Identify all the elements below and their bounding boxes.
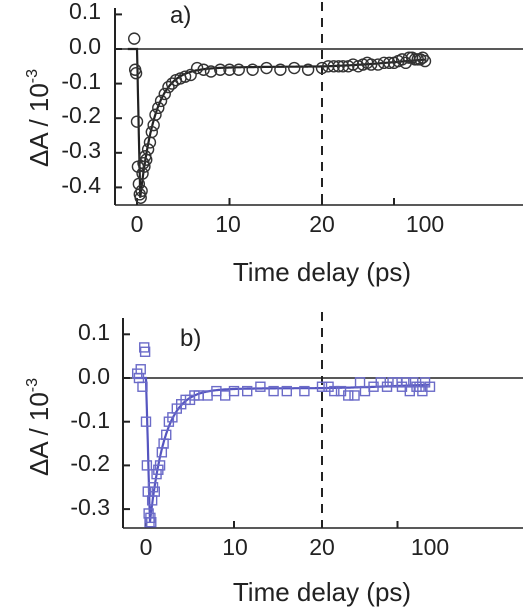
panel-b-y-tick-label: 0.0: [78, 363, 110, 389]
panel-a-data-point: [332, 60, 345, 73]
panel-a-y-axis-label: ΔA / 10-3: [24, 69, 54, 167]
panel-a-data-point: [364, 58, 378, 71]
panel-a-fit-line: [127, 47, 426, 198]
panel-b-data-point: [241, 385, 253, 397]
panel-a-data-point: [135, 184, 148, 198]
panel-b-data-point: [137, 381, 148, 392]
panel-b-data-point: [141, 460, 153, 471]
panel-b-y-tick-label: -0.3: [70, 494, 110, 520]
panel-b-plot-area: [122, 312, 523, 529]
panel-b-label: b): [180, 325, 201, 352]
panel-a-data-point: [204, 65, 218, 78]
panel-a-data-point: [301, 63, 315, 76]
panel-a-data-point: [232, 63, 245, 76]
panel-a-data-point: [346, 58, 360, 71]
panel-a-data-point: [129, 67, 143, 80]
panel-a-data-point: [130, 115, 144, 128]
panel-b-y-tick-label: -0.2: [70, 450, 110, 476]
panel-b-x-tick-label: 0: [140, 534, 153, 560]
panel-a-data-point: [288, 61, 301, 75]
panel-a-data-point: [327, 60, 340, 73]
panel-b-x-tick-label: 100: [411, 534, 449, 560]
panel-a-data-point: [128, 32, 141, 45]
panel-b-y-tick-label: -0.1: [70, 407, 110, 433]
panel-a-data-point: [214, 63, 227, 76]
panel-a-data-point: [395, 53, 409, 66]
panel-a-data-point: [377, 56, 391, 70]
panel-b-data-point: [135, 364, 146, 375]
panel-a-x-tick-label: 10: [215, 211, 241, 237]
panel-a-x-axis-label: Time delay (ps): [233, 257, 411, 287]
panel-b-data-point: [255, 381, 266, 392]
panel-b-data-point: [349, 390, 360, 401]
panel-b-x-tick-label: 20: [309, 534, 335, 560]
panel-a-y-tick-label: 0.0: [69, 33, 101, 59]
panel-a-data-point: [315, 61, 329, 75]
panel-a-data-point: [418, 54, 432, 68]
panel-b-x-tick-label: 10: [222, 534, 248, 560]
panel-a-data-point: [383, 56, 396, 70]
panel-a-data-point: [154, 94, 168, 108]
panel-b-data-point: [268, 385, 279, 397]
panel-b-y-axis-label: ΔA / 10-3: [24, 378, 54, 476]
panel-b-data-point: [219, 390, 231, 401]
panel-a-data-point: [260, 61, 273, 75]
panel-b-data-point: [139, 346, 151, 357]
panel-a-label: a): [170, 2, 191, 29]
panel-a: ΔA / 10-3 0.1 0.0 -0.1 -0.2 -0.3 -0.4 0 …: [24, 0, 523, 287]
panel-a-y-axis-title: ΔA / 10-3: [24, 69, 54, 167]
panel-a-data-point: [416, 51, 429, 64]
panel-a-y-tick-label: -0.4: [61, 172, 101, 198]
panel-a-x-tick-label: 20: [309, 211, 335, 237]
panel-a-data-point: [134, 191, 147, 204]
panel-b-data-point: [316, 381, 328, 392]
panel-a-data-point: [145, 125, 159, 139]
panel-b-data-point: [424, 381, 436, 392]
panel-b-data-point: [281, 385, 292, 397]
panel-a-x-tick-label: 100: [406, 211, 444, 237]
panel-a-data-point: [158, 87, 171, 101]
panel-b-data-point: [149, 486, 161, 497]
panel-b-y-tick-label: 0.1: [78, 319, 110, 345]
panel-b-data-point: [354, 377, 366, 388]
panel-a-data-point: [246, 63, 259, 76]
panel-a-data-point: [162, 80, 175, 94]
panel-a-data-point: [141, 143, 155, 156]
panel-b-data-point: [140, 416, 152, 427]
panel-b-y-axis-title: ΔA / 10-3: [24, 378, 54, 476]
panel-b-data-point: [146, 517, 157, 528]
panel-a-y-tick-label: -0.1: [61, 68, 101, 94]
panel-b: ΔA / 10-3 0.1 0.0 -0.1 -0.2 -0.3 0 10 20…: [24, 312, 523, 607]
panel-a-plot-area: [114, 2, 523, 206]
panel-b-data-point: [329, 385, 340, 397]
panel-a-data-point: [184, 68, 197, 82]
panel-a-x-tick-label: 0: [131, 211, 144, 237]
panel-a-y-tick-label: -0.3: [61, 137, 101, 163]
panel-b-data-point: [161, 429, 172, 441]
panel-a-data-point: [274, 63, 287, 76]
panel-b-data-point: [343, 390, 354, 401]
panel-b-data-point: [154, 460, 166, 471]
panel-b-fit-line: [135, 376, 430, 523]
panel-a-y-tick-label: -0.2: [61, 102, 101, 128]
panel-a-data-point: [178, 70, 192, 83]
panel-a-data-point: [223, 63, 236, 76]
panel-b-x-axis-label: Time delay (ps): [233, 577, 411, 607]
panel-a-data-point: [336, 60, 350, 73]
panel-a-data-point: [197, 63, 210, 76]
panel-b-data-point: [299, 385, 310, 397]
panel-a-y-tick-label: 0.1: [69, 0, 101, 24]
panel-a-data-point: [149, 108, 162, 121]
panel-b-data-point: [228, 385, 240, 397]
panel-a-data-point: [190, 61, 204, 75]
panel-a-data-point: [152, 101, 165, 115]
